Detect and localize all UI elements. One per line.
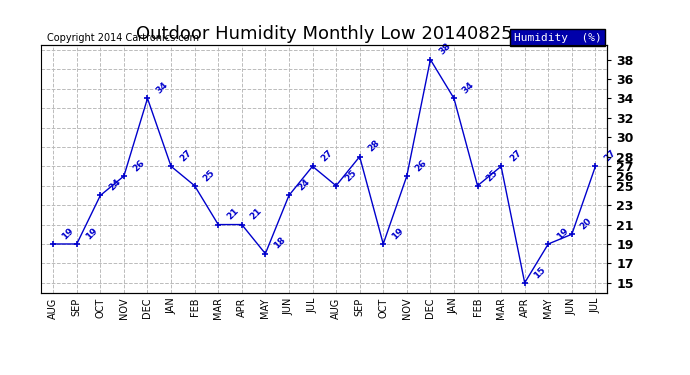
Text: 24: 24 (296, 177, 311, 193)
Text: 25: 25 (201, 168, 217, 183)
Text: 27: 27 (178, 148, 193, 164)
Text: 26: 26 (131, 158, 146, 173)
Text: 21: 21 (225, 207, 240, 222)
Text: 34: 34 (461, 80, 476, 96)
Text: 25: 25 (484, 168, 500, 183)
Text: 27: 27 (602, 148, 618, 164)
Text: 19: 19 (390, 226, 406, 241)
Text: 25: 25 (343, 168, 358, 183)
Title: Outdoor Humidity Monthly Low 20140825: Outdoor Humidity Monthly Low 20140825 (136, 26, 513, 44)
Text: 19: 19 (60, 226, 75, 241)
Text: Humidity  (%): Humidity (%) (514, 33, 602, 42)
Text: Copyright 2014 Cartronics.com: Copyright 2014 Cartronics.com (47, 33, 199, 42)
Text: 27: 27 (319, 148, 335, 164)
Text: 27: 27 (508, 148, 523, 164)
Text: 19: 19 (555, 226, 571, 241)
Text: 15: 15 (531, 265, 547, 280)
Text: 20: 20 (579, 216, 594, 231)
Text: 21: 21 (248, 207, 264, 222)
Text: 28: 28 (366, 139, 382, 154)
Text: 38: 38 (437, 42, 453, 57)
Text: 24: 24 (107, 177, 123, 193)
Text: 26: 26 (414, 158, 429, 173)
Text: 19: 19 (83, 226, 99, 241)
Text: 18: 18 (273, 236, 288, 251)
Text: 34: 34 (155, 80, 170, 96)
